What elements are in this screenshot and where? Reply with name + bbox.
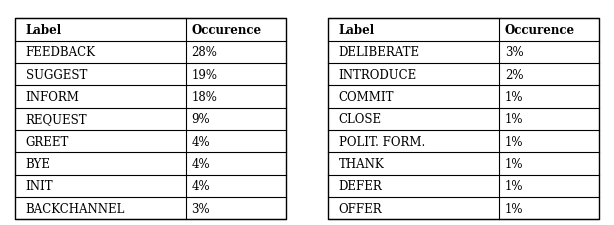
Text: REQUEST: REQUEST — [26, 113, 87, 126]
Text: 1%: 1% — [505, 202, 523, 215]
Text: COMMIT: COMMIT — [339, 90, 394, 104]
Text: FEEDBACK: FEEDBACK — [26, 46, 96, 59]
Text: 4%: 4% — [192, 135, 210, 148]
Text: 19%: 19% — [192, 68, 217, 81]
Text: DELIBERATE: DELIBERATE — [339, 46, 420, 59]
Text: Occurence: Occurence — [192, 24, 262, 37]
Text: BACKCHANNEL: BACKCHANNEL — [26, 202, 125, 215]
Text: 1%: 1% — [505, 113, 523, 126]
Text: DEFER: DEFER — [339, 180, 383, 192]
Text: SUGGEST: SUGGEST — [26, 68, 87, 81]
Text: Label: Label — [339, 24, 375, 37]
Text: INTRODUCE: INTRODUCE — [339, 68, 417, 81]
Text: 4%: 4% — [192, 157, 210, 170]
Text: 1%: 1% — [505, 180, 523, 192]
Text: 1%: 1% — [505, 135, 523, 148]
Bar — [15, 19, 286, 219]
Text: BYE: BYE — [26, 157, 50, 170]
Bar — [328, 19, 599, 219]
Text: THANK: THANK — [339, 157, 384, 170]
Text: INFORM: INFORM — [26, 90, 79, 104]
Text: 28%: 28% — [192, 46, 217, 59]
Text: 1%: 1% — [505, 157, 523, 170]
Text: INIT: INIT — [26, 180, 53, 192]
Text: CLOSE: CLOSE — [339, 113, 382, 126]
Text: 3%: 3% — [505, 46, 523, 59]
Text: 4%: 4% — [192, 180, 210, 192]
Text: GREET: GREET — [26, 135, 69, 148]
Text: 18%: 18% — [192, 90, 217, 104]
Text: Occurence: Occurence — [505, 24, 575, 37]
Text: POLIT. FORM.: POLIT. FORM. — [339, 135, 425, 148]
Text: Label: Label — [26, 24, 61, 37]
Text: 9%: 9% — [192, 113, 210, 126]
Text: 1%: 1% — [505, 90, 523, 104]
Text: OFFER: OFFER — [339, 202, 383, 215]
Text: 3%: 3% — [192, 202, 210, 215]
Text: 2%: 2% — [505, 68, 523, 81]
